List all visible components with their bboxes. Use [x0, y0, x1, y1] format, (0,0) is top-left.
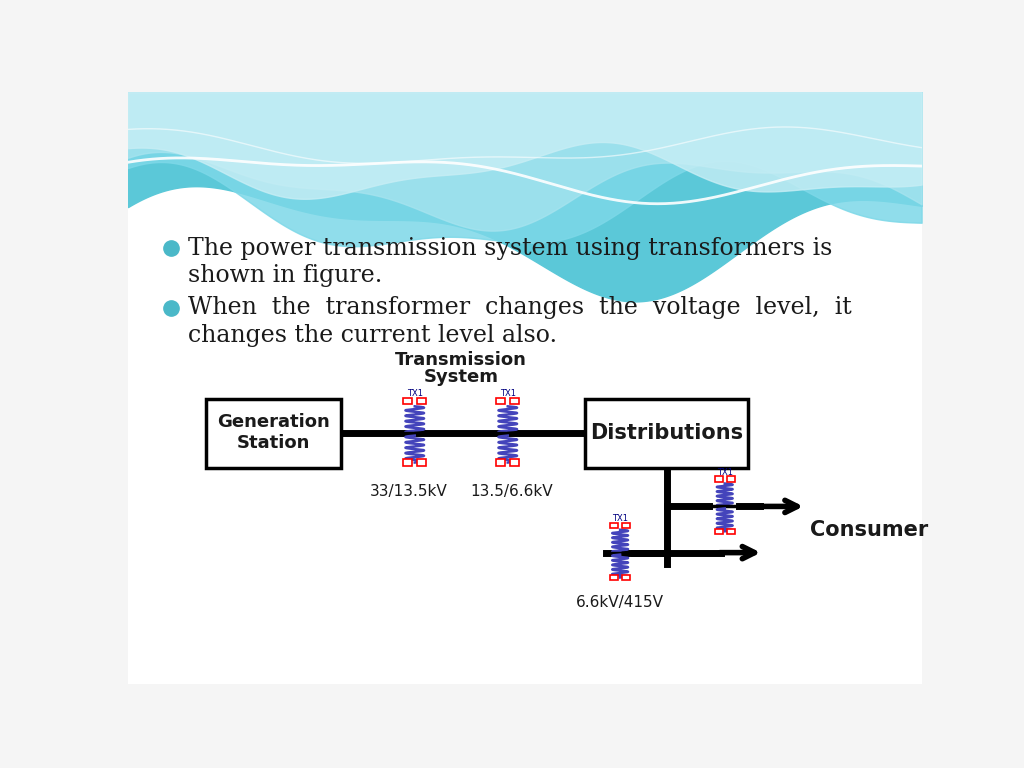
Text: Transmission: Transmission	[395, 351, 527, 369]
Text: The power transmission system using transformers is: The power transmission system using tran…	[187, 237, 833, 260]
Bar	[727, 476, 734, 482]
Text: changes the current level also.: changes the current level also.	[187, 324, 557, 347]
Text: TX1: TX1	[612, 514, 628, 523]
Bar	[403, 459, 413, 465]
Bar	[417, 459, 426, 465]
Text: Generation: Generation	[217, 413, 330, 432]
Text: 33/13.5kV: 33/13.5kV	[370, 484, 447, 498]
Bar	[510, 459, 519, 465]
Bar	[623, 575, 630, 580]
Bar	[510, 398, 519, 404]
Text: TX1: TX1	[500, 389, 516, 398]
Bar	[496, 398, 506, 404]
Text: When  the  transformer  changes  the  voltage  level,  it: When the transformer changes the voltage…	[187, 296, 851, 319]
Text: Distributions: Distributions	[590, 423, 743, 443]
Bar	[610, 575, 618, 580]
Bar	[403, 398, 413, 404]
Bar	[417, 398, 426, 404]
Text: TX1: TX1	[407, 389, 423, 398]
Text: 13.5/6.6kV: 13.5/6.6kV	[470, 484, 553, 498]
Text: Station: Station	[237, 433, 310, 452]
Bar	[715, 528, 723, 534]
Bar	[496, 459, 506, 465]
Text: TX1: TX1	[717, 468, 733, 477]
Text: 6.6kV/415V: 6.6kV/415V	[577, 595, 665, 610]
Bar	[623, 522, 630, 528]
Text: Consumer: Consumer	[810, 519, 928, 539]
Bar	[727, 528, 734, 534]
Text: System: System	[424, 368, 499, 386]
Bar	[206, 399, 341, 468]
Bar	[610, 522, 618, 528]
Bar	[586, 399, 748, 468]
Text: shown in figure.: shown in figure.	[187, 264, 382, 287]
Bar	[715, 476, 723, 482]
